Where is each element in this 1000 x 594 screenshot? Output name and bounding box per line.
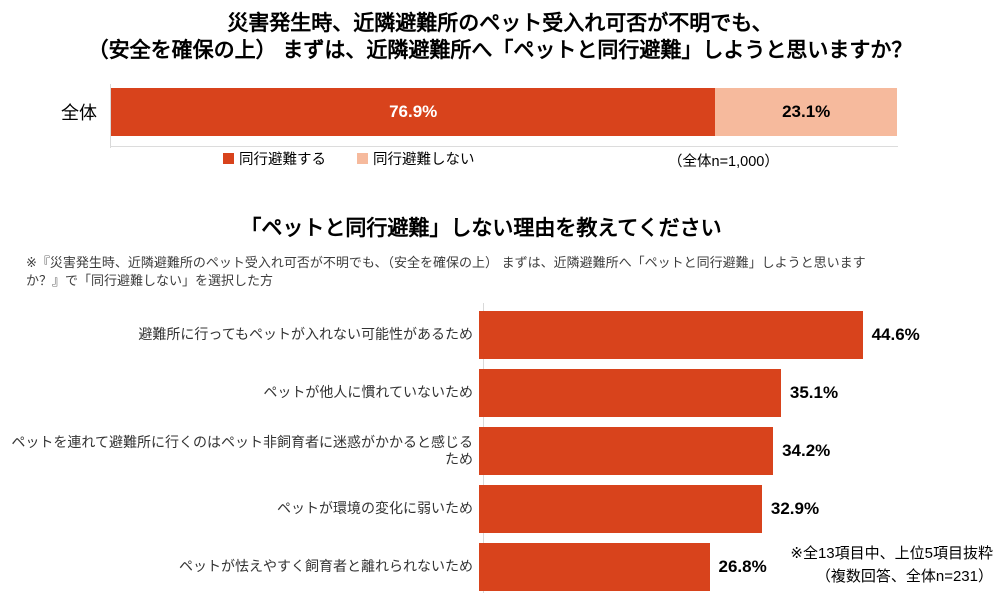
segment-value-label-evacuate: 76.9% xyxy=(389,102,438,121)
chart1-title: 災害発生時、近隣避難所のペット受入れ可否が不明でも、 （安全を確保の上） まずは… xyxy=(0,10,1000,64)
reason-value-label: 34.2% xyxy=(782,441,831,460)
bar-segment-will-evacuate: 76.9% xyxy=(111,88,716,136)
reason-bar xyxy=(479,485,762,533)
chart2-footnote: ※全13項目中、上位5項目抜粋 （複数回答、全体n=231） xyxy=(790,542,993,588)
chart1-title-line2: （安全を確保の上） まずは、近隣避難所へ「ペットと同行避難」しようと思いますか？ xyxy=(87,39,913,62)
chart2-footnote-line2: （複数回答、全体n=231） xyxy=(815,568,993,585)
reason-value-label: 32.9% xyxy=(770,499,820,518)
bar-segment-will-not-evacuate: 23.1% xyxy=(715,88,897,136)
chart2-filter-note-line2: か？』で「同行避難しない」を選択した方 xyxy=(26,272,274,288)
reason-label: ペットが怯えやすく飼育者と離れられないため xyxy=(179,558,473,575)
reason-row: 避難所に行ってもペットが入れない可能性があるため 44.6% xyxy=(0,311,1000,359)
reason-label: ペットが他人に慣れていないため xyxy=(263,384,473,401)
reason-bar xyxy=(479,369,781,417)
chart1-x-axis-line xyxy=(110,146,898,147)
chart2-filter-note-line1: ※『災害発生時、近隣避難所のペット受入れ可否が不明でも、（安全を確保の上） まず… xyxy=(26,255,866,270)
chart1-category-label: 全体 xyxy=(61,103,97,123)
chart1-y-axis-line xyxy=(110,84,111,148)
reasons-chart: 避難所に行ってもペットが入れない可能性があるため 44.6% ペットが他人に慣れ… xyxy=(0,311,1000,594)
chart1-sample-size-note: （全体n=1,000） xyxy=(668,154,779,170)
legend-swatch-evacuate xyxy=(223,153,234,164)
legend-label-not-evacuate: 同行避難しない xyxy=(373,152,475,168)
legend-label-evacuate: 同行避難する xyxy=(239,152,326,168)
reason-bar xyxy=(479,543,710,591)
reason-bar xyxy=(479,311,863,359)
legend-item-evacuate: 同行避難する xyxy=(223,151,326,168)
chart2-title: 「ペットと同行避難」しない理由を教えてください xyxy=(240,217,722,240)
reason-value-label: 35.1% xyxy=(789,383,839,402)
reason-row: ペットが怯えやすく飼育者と離れられないため 26.8% xyxy=(0,543,1000,591)
reason-bar xyxy=(479,427,774,475)
reason-label: ペットを連れて避難所に行くのはペット非飼育者に迷惑がかかると感じるため xyxy=(11,433,473,468)
chart1-stacked-bar: 76.9% 23.1% xyxy=(111,88,897,136)
chart2-filter-note: ※『災害発生時、近隣避難所のペット受入れ可否が不明でも、（安全を確保の上） まず… xyxy=(26,254,976,289)
reason-label: ペットが環境の変化に弱いため xyxy=(277,500,473,517)
reason-row: ペットが他人に慣れていないため 35.1% xyxy=(0,369,1000,417)
reason-row: ペットが環境の変化に弱いため 32.9% xyxy=(0,485,1000,533)
reason-label: 避難所に行ってもペットが入れない可能性があるため xyxy=(138,326,473,343)
legend-swatch-not-evacuate xyxy=(357,153,368,164)
reason-value-label: 44.6% xyxy=(871,325,920,344)
segment-value-label-not-evacuate: 23.1% xyxy=(782,102,831,121)
reason-value-label: 26.8% xyxy=(718,557,767,576)
chart1-title-line1: 災害発生時、近隣避難所のペット受入れ可否が不明でも、 xyxy=(227,12,773,35)
chart2-footnote-line1: ※全13項目中、上位5項目抜粋 xyxy=(790,545,993,562)
legend-item-not-evacuate: 同行避難しない xyxy=(357,151,475,168)
reason-row: ペットを連れて避難所に行くのはペット非飼育者に迷惑がかかると感じるため 34.2… xyxy=(0,427,1000,475)
